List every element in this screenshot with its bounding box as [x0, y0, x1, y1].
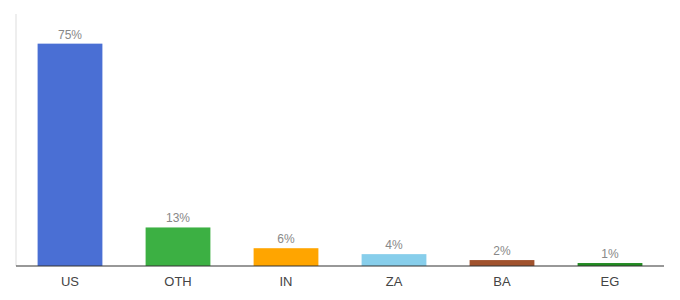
bar — [254, 248, 319, 266]
x-tick-label: OTH — [164, 274, 191, 289]
data-label: 2% — [493, 244, 511, 258]
data-labels: 75% 13% 6% 4% 2% 1% — [58, 28, 619, 261]
bar — [146, 227, 211, 266]
bar — [362, 254, 427, 266]
chart-svg: 75% 13% 6% 4% 2% 1% US OTH IN ZA BA EG — [0, 0, 680, 300]
x-tick-label: ZA — [386, 274, 403, 289]
chart-container: 75% 13% 6% 4% 2% 1% US OTH IN ZA BA EG — [0, 0, 680, 300]
bars — [38, 44, 643, 266]
y-axis-line — [16, 14, 17, 266]
x-tick-label: US — [61, 274, 79, 289]
x-axis-line — [16, 265, 664, 266]
bar — [38, 44, 103, 266]
data-label: 75% — [58, 28, 82, 42]
data-label: 4% — [385, 238, 403, 252]
x-tick-labels: US OTH IN ZA BA EG — [61, 274, 619, 289]
x-tick-label: IN — [280, 274, 293, 289]
bar — [470, 260, 535, 266]
data-label: 13% — [166, 211, 190, 225]
data-label: 1% — [601, 247, 619, 261]
x-tick-label: BA — [493, 274, 511, 289]
page: {"chart_data": {"type": "bar", "categori… — [0, 0, 680, 300]
x-tick-label: EG — [601, 274, 620, 289]
data-label: 6% — [277, 232, 295, 246]
